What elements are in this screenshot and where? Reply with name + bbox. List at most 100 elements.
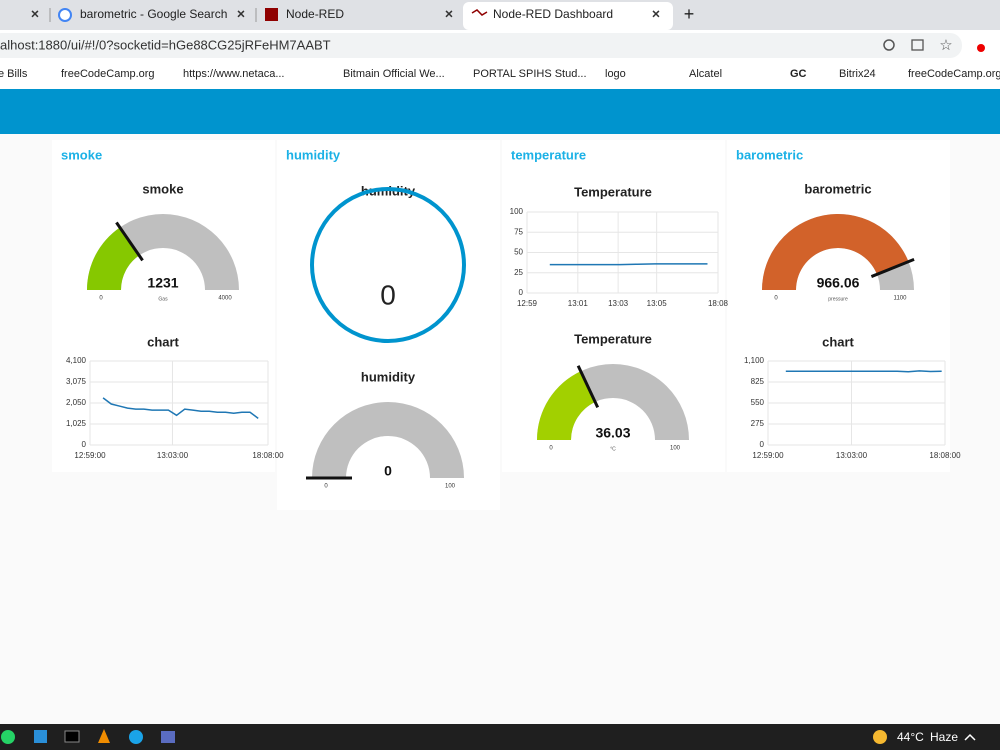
bookmark[interactable]: PORTAL SPIHS Stud...	[473, 68, 587, 80]
gauge-min: 0	[99, 296, 103, 302]
gauge-units: °C	[610, 446, 616, 452]
node-red-icon	[471, 9, 488, 16]
y-tick-label: 100	[510, 207, 524, 216]
gauge-needle	[576, 365, 600, 409]
bookmark[interactable]: Bitmain Official We...	[343, 68, 445, 80]
dashboard-header	[0, 89, 1000, 134]
y-tick-label: 0	[519, 288, 524, 297]
x-tick-label: 18:08	[708, 299, 729, 308]
y-tick-label: 1,100	[744, 356, 765, 365]
tab-title[interactable]: Node-RED Dashboard	[493, 7, 613, 21]
gauge-needle	[115, 221, 144, 262]
gauge-units: pressure	[828, 296, 848, 302]
bookmark[interactable]: GC	[790, 68, 807, 80]
taskbar-weather: Haze	[930, 730, 958, 744]
app-icon[interactable]	[161, 731, 175, 743]
terminal-icon[interactable]	[64, 730, 80, 743]
edge-icon[interactable]	[129, 730, 143, 744]
url[interactable]: alhost:1880/ui/#!/0?socketid=hGe88CG25jR…	[0, 37, 331, 52]
gauge-max: 4000	[218, 296, 232, 302]
x-tick-label: 12:59:00	[752, 451, 784, 460]
widget-title: Temperature	[574, 331, 652, 346]
gauge-value: 36.03	[595, 425, 630, 441]
gauge-max: 1100	[894, 296, 908, 302]
x-tick-label: 13:03	[608, 299, 629, 308]
bookmark[interactable]: e Bills	[0, 68, 28, 80]
x-tick-label: 18:08:00	[929, 451, 961, 460]
donut-ring	[310, 187, 466, 343]
widget-title: chart	[147, 334, 179, 349]
extension-icon[interactable]	[977, 44, 985, 52]
new-tab[interactable]: +	[684, 4, 695, 24]
y-tick-label: 25	[514, 268, 523, 277]
y-tick-label: 275	[751, 419, 765, 428]
gauge-min: 0	[774, 296, 778, 302]
bookmark[interactable]: Bitrix24	[839, 68, 876, 80]
whatsapp-icon[interactable]	[1, 730, 15, 744]
tray-arrow[interactable]	[964, 733, 976, 741]
y-tick-label: 0	[82, 440, 87, 449]
x-tick-label: 18:08:00	[252, 451, 284, 460]
y-tick-label: 0	[760, 440, 765, 449]
widget-title: chart	[822, 334, 854, 349]
group-card	[277, 140, 500, 510]
bookmark[interactable]: logo	[605, 68, 626, 80]
vscode-icon[interactable]	[34, 730, 47, 743]
group-title: smoke	[61, 147, 102, 162]
x-tick-label: 12:59:00	[74, 451, 106, 460]
gauge-min: 0	[549, 446, 553, 452]
donut-value: 0	[380, 279, 396, 310]
gauge-track	[312, 402, 464, 478]
bookmark[interactable]: freeCodeCamp.org	[908, 68, 1000, 80]
y-tick-label: 1,025	[66, 419, 87, 428]
x-tick-label: 13:03:00	[157, 451, 189, 460]
group-card	[52, 140, 275, 472]
taskbar-temperature: 44°C	[897, 730, 924, 744]
y-tick-label: 550	[751, 398, 765, 407]
bookmark[interactable]: freeCodeCamp.org	[61, 68, 155, 80]
group-title: barometric	[736, 147, 803, 162]
y-tick-label: 3,075	[66, 377, 87, 386]
node-red-icon	[265, 8, 278, 21]
widget-title: humidity	[361, 369, 416, 384]
gauge-value: 966.06	[817, 275, 860, 291]
data-line	[549, 263, 708, 266]
close-icon[interactable]: ×	[237, 6, 245, 22]
gauge-max: 100	[445, 484, 456, 490]
zoom-icon[interactable]	[883, 39, 895, 51]
y-tick-label: 4,100	[66, 356, 87, 365]
gauge-units: Gas	[158, 296, 168, 302]
close-icon[interactable]: ×	[31, 6, 39, 22]
gauge-max: 100	[670, 446, 681, 452]
gauge-value: 1231	[147, 275, 178, 291]
gauge-value: 0	[384, 463, 392, 479]
active-tab[interactable]	[463, 2, 673, 30]
widget-title: smoke	[142, 181, 183, 196]
widget-title: Temperature	[574, 184, 652, 199]
bookmark[interactable]: Alcatel	[689, 68, 722, 80]
gauge-min: 0	[324, 484, 328, 490]
close-icon[interactable]: ×	[445, 6, 453, 22]
y-tick-label: 50	[514, 248, 523, 257]
close-icon[interactable]: ×	[652, 6, 660, 22]
x-tick-label: 13:03:00	[836, 451, 868, 460]
share-icon[interactable]	[911, 39, 924, 51]
group-card	[502, 140, 725, 472]
x-tick-label: 13:01	[568, 299, 589, 308]
tab-title[interactable]: barometric - Google Search	[80, 7, 227, 21]
bookmarks-bar	[0, 60, 1000, 89]
gauge-fill	[762, 213, 909, 290]
tab-title[interactable]: Node-RED	[286, 7, 344, 21]
taskbar	[0, 724, 1000, 750]
address-bar[interactable]	[0, 33, 962, 58]
data-line	[785, 370, 942, 373]
bookmark[interactable]: https://www.netaca...	[183, 68, 285, 80]
group-card	[727, 140, 950, 472]
gauge-fill	[537, 371, 596, 440]
star-icon[interactable]: ☆	[939, 37, 952, 54]
group-title: temperature	[511, 147, 586, 162]
vlc-icon[interactable]	[98, 729, 110, 743]
x-tick-label: 13:05	[647, 299, 668, 308]
